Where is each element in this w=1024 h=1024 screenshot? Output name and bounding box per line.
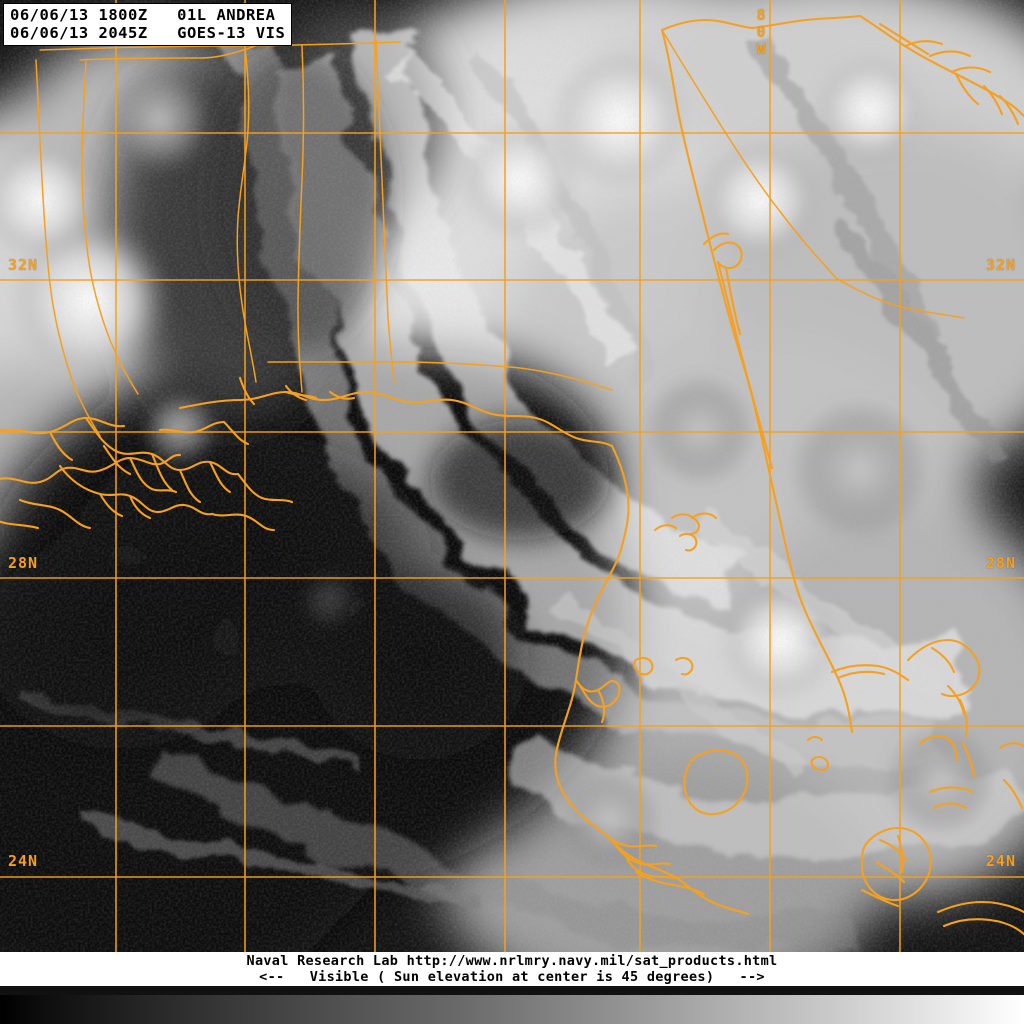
caption-band: Naval Research Lab http://www.nrlmry.nav… bbox=[0, 952, 1024, 986]
lat-label-right-32n: 32N bbox=[985, 256, 1016, 274]
lon-label-top-80w: 80W bbox=[752, 6, 770, 57]
image-sliver bbox=[0, 986, 1024, 995]
caption-source-url: Naval Research Lab http://www.nrlmry.nav… bbox=[246, 953, 778, 969]
lat-lon-graticule bbox=[0, 0, 1024, 952]
lat-label-left-32n: 32N bbox=[8, 256, 39, 274]
product-header-box: 06/06/13 1800Z 01L ANDREA 06/06/13 2045Z… bbox=[3, 3, 293, 46]
coastline-overlay bbox=[0, 14, 1024, 936]
grayscale-colorbar bbox=[0, 995, 1024, 1024]
lat-label-right-24n: 24N bbox=[985, 852, 1016, 870]
header-line-satellite: 06/06/13 2045Z GOES-13 VIS bbox=[10, 24, 286, 42]
lat-label-left-24n: 24N bbox=[8, 852, 39, 870]
satellite-image-canvas bbox=[0, 0, 1024, 952]
header-line-storm: 06/06/13 1800Z 01L ANDREA bbox=[10, 6, 276, 24]
caption-channel-note: <-- Visible ( Sun elevation at center is… bbox=[259, 969, 765, 985]
lat-label-right-28n: 28N bbox=[985, 554, 1016, 572]
satellite-image: 32N 28N 24N 32N 28N 24N 80W bbox=[0, 0, 1024, 952]
lat-label-left-28n: 28N bbox=[8, 554, 39, 572]
